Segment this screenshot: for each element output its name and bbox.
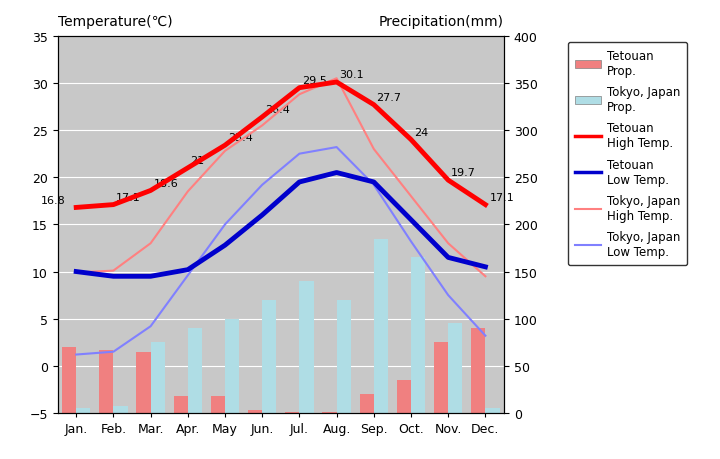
- Bar: [76, 409, 90, 413]
- Bar: [188, 328, 202, 413]
- Text: 27.7: 27.7: [377, 93, 402, 103]
- Bar: [262, 300, 276, 413]
- Bar: [336, 300, 351, 413]
- Bar: [374, 239, 388, 413]
- Bar: [472, 328, 485, 413]
- Legend: Tetouan
Prop., Tokyo, Japan
Prop., Tetouan
High Temp., Tetouan
Low Temp., Tokyo,: Tetouan Prop., Tokyo, Japan Prop., Tetou…: [568, 43, 688, 266]
- Text: Temperature(℃): Temperature(℃): [58, 15, 172, 29]
- Text: 19.7: 19.7: [451, 168, 476, 178]
- Bar: [323, 412, 336, 413]
- Bar: [225, 319, 239, 413]
- Text: 26.4: 26.4: [265, 105, 290, 115]
- Bar: [99, 350, 113, 413]
- Text: 18.6: 18.6: [153, 178, 178, 188]
- Text: 23.4: 23.4: [228, 133, 253, 143]
- Bar: [397, 380, 411, 413]
- Text: 24: 24: [414, 128, 428, 137]
- Bar: [211, 396, 225, 413]
- Text: Precipitation(mm): Precipitation(mm): [379, 15, 504, 29]
- Text: 29.5: 29.5: [302, 76, 327, 86]
- Text: 30.1: 30.1: [339, 70, 364, 80]
- Text: 21: 21: [191, 156, 204, 166]
- Bar: [434, 342, 448, 413]
- Bar: [285, 412, 300, 413]
- Bar: [448, 324, 462, 413]
- Bar: [360, 394, 374, 413]
- Bar: [485, 409, 500, 413]
- Text: 16.8: 16.8: [40, 195, 65, 205]
- Text: 17.1: 17.1: [490, 192, 514, 202]
- Text: 17.1: 17.1: [116, 192, 141, 202]
- Bar: [137, 352, 150, 413]
- Bar: [411, 258, 425, 413]
- Bar: [62, 347, 76, 413]
- Bar: [150, 342, 165, 413]
- Bar: [113, 407, 127, 413]
- Bar: [248, 410, 262, 413]
- Bar: [174, 396, 188, 413]
- Bar: [300, 281, 313, 413]
